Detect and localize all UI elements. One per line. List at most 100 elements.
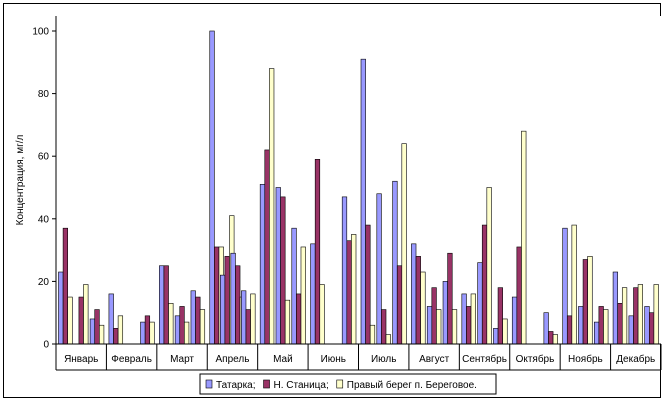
- legend-label-1: Татарка;: [216, 380, 256, 391]
- x-tick-label: Сентябрь: [462, 353, 507, 365]
- bar-1-Май-3: [291, 227, 297, 345]
- x-tick-label: Февраль: [111, 354, 152, 365]
- bar-1-Февраль-1: [108, 293, 114, 345]
- legend-label-3: Правый берег п. Береговое.: [347, 379, 477, 391]
- bar-2-Май-2: [280, 196, 286, 345]
- y-tick-label: 100: [32, 27, 49, 38]
- legend-box: [199, 373, 497, 395]
- bar-2-Январь-1: [62, 227, 68, 345]
- bar-2-Июнь-1: [314, 159, 321, 345]
- bar-1-Январь-1: [58, 271, 64, 345]
- bar-3-Апрель-4: [250, 293, 256, 345]
- bar-3-Март-3: [199, 309, 206, 345]
- x-tick-label: Январь: [64, 354, 98, 365]
- bar-3-Декабрь-2: [637, 284, 643, 345]
- bar-1-Август-2: [426, 306, 433, 345]
- bar-1-Ноябрь-1: [562, 227, 568, 345]
- legend-swatch-1: [205, 379, 213, 389]
- bar-2-Апрель-4: [245, 309, 251, 345]
- bar-3-Январь-3: [99, 324, 105, 345]
- x-tick-label: Ноябрь: [568, 353, 603, 365]
- legend-label-2: Н. Станица;: [274, 380, 329, 391]
- bar-3-Февраль-1: [117, 315, 124, 345]
- bar-2-Ноябрь-3: [598, 306, 604, 345]
- bar-2-Декабрь-1: [617, 303, 623, 345]
- bar-2-Сентябрь-2: [481, 224, 488, 345]
- bar-2-Июль-2: [381, 309, 387, 345]
- bar-3-Август-3: [451, 309, 458, 345]
- bar-2-Февраль-1: [113, 328, 119, 345]
- bar-2-Январь-2: [78, 296, 84, 345]
- y-tick-label: 20: [38, 277, 50, 288]
- bar-1-Март-1: [159, 265, 165, 345]
- bar-2-Ноябрь-1: [566, 315, 573, 345]
- bar-1-Июнь-2: [341, 196, 348, 345]
- bar-3-Август-1: [420, 271, 426, 345]
- bar-2-Ноябрь-2: [582, 259, 588, 345]
- bar-3-Июнь-2: [351, 234, 357, 345]
- bar-2-Май-1: [264, 149, 270, 345]
- bar-3-Январь-2: [83, 284, 89, 345]
- bar-3-Сентябрь-2: [486, 187, 492, 345]
- x-tick-label: Октябрь: [516, 353, 555, 365]
- bar-1-Декабрь-1: [612, 271, 618, 345]
- y-tick-label: 0: [43, 340, 49, 351]
- bar-2-Август-2: [431, 287, 437, 345]
- bar-3-Июль-1: [369, 324, 376, 345]
- bar-3-Март-2: [184, 321, 190, 345]
- bar-2-Январь-3: [94, 309, 100, 345]
- bar-1-Март-2: [174, 315, 181, 345]
- bar-3-Март-1: [168, 303, 174, 345]
- bar-1-Январь-3: [89, 318, 96, 345]
- bar-1-Октябрь-1: [511, 296, 518, 345]
- x-tick-label: Март: [170, 354, 194, 365]
- x-tick-label: Май: [273, 354, 293, 365]
- plot-area: [56, 16, 661, 344]
- x-tick-label: Июнь: [321, 354, 346, 365]
- x-tick-label: Декабрь: [616, 353, 655, 365]
- bar-2-Июль-1: [365, 224, 371, 345]
- bar-3-Ноябрь-1: [571, 224, 577, 345]
- bar-3-Август-2: [436, 309, 442, 345]
- bar-2-Сентябрь-3: [497, 287, 503, 345]
- bar-2-Сентябрь-1: [466, 306, 472, 345]
- x-tick-label: Август: [419, 354, 450, 365]
- bar-3-Май-1: [269, 68, 275, 345]
- bar-1-Июль-3: [392, 180, 398, 345]
- bar-1-Март-3: [190, 290, 196, 345]
- bar-2-Октябрь-2: [548, 331, 554, 345]
- bar-2-Август-3: [447, 252, 453, 345]
- y-tick-label: 80: [38, 89, 50, 100]
- bar-1-Октябрь-2: [543, 312, 549, 345]
- bar-2-Июль-3: [396, 265, 403, 345]
- legend-swatch-2: [263, 379, 270, 389]
- bar-2-Май-3: [296, 293, 302, 345]
- bar-2-Апрель-3: [235, 265, 241, 345]
- y-tick-label: 60: [38, 152, 50, 163]
- bar-1-Декабрь-3: [644, 306, 650, 345]
- bar-1-Декабрь-2: [628, 315, 634, 345]
- bar-3-Июль-3: [401, 143, 407, 345]
- bar-3-Октябрь-1: [521, 130, 527, 345]
- bar-3-Декабрь-3: [653, 284, 659, 345]
- bar-2-Апрель-2: [224, 256, 230, 345]
- bar-1-Июль-1: [360, 58, 366, 345]
- bar-3-Май-2: [284, 299, 291, 345]
- bar-1-Май-2: [275, 187, 281, 345]
- bar-2-Апрель-1: [214, 246, 220, 345]
- bar-3-Июль-2: [385, 334, 391, 345]
- bar-2-Декабрь-2: [633, 287, 639, 345]
- bar-3-Май-3: [300, 246, 306, 345]
- bar-2-Июнь-2: [346, 240, 352, 345]
- bar-2-Март-1: [163, 265, 169, 345]
- bar-1-Апрель-4: [241, 290, 247, 345]
- bar-1-Сентябрь-2: [477, 262, 483, 345]
- bar-1-Ноябрь-2: [578, 306, 584, 345]
- bar-2-Октябрь-1: [516, 246, 522, 345]
- bar-3-Ноябрь-2: [587, 256, 593, 345]
- bar-3-Декабрь-1: [621, 287, 628, 345]
- bar-1-Август-3: [442, 281, 448, 345]
- y-axis-label: Концентрация, мг/л: [15, 134, 26, 225]
